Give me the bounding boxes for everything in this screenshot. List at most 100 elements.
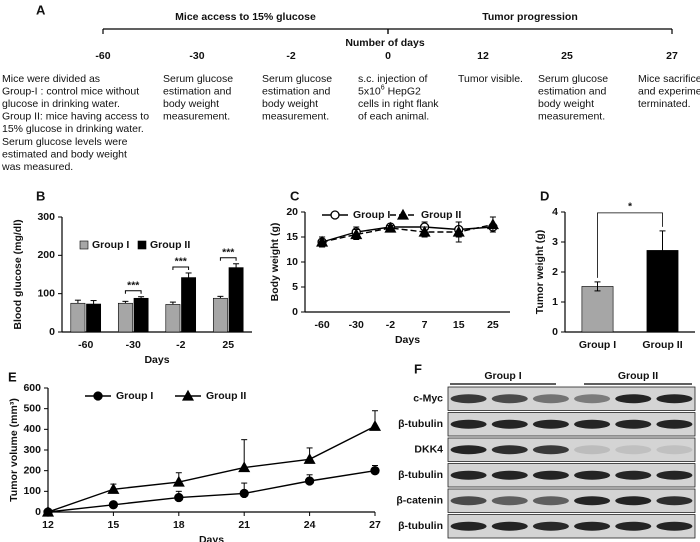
blot-band bbox=[450, 470, 487, 480]
y-tick-label: 200 bbox=[23, 464, 41, 476]
series-line bbox=[321, 223, 494, 243]
y-tick-label: 15 bbox=[286, 231, 298, 243]
row-label: β-tubulin bbox=[398, 520, 443, 532]
y-tick-label: 0 bbox=[552, 326, 558, 338]
legend-label: Group II bbox=[421, 209, 461, 221]
y-tick-label: 100 bbox=[37, 287, 55, 299]
row-label: β-tubulin bbox=[398, 418, 443, 430]
legend-label: Group I bbox=[353, 209, 390, 221]
panel-label: F bbox=[414, 361, 422, 376]
event-text: s.c. injection of bbox=[358, 73, 428, 85]
bar bbox=[212, 297, 228, 333]
x-tick-label: 24 bbox=[304, 519, 316, 531]
event-text: Serum glucose levels were bbox=[2, 136, 128, 148]
significance-bracket bbox=[172, 266, 190, 270]
y-tick-label: 300 bbox=[37, 211, 55, 223]
bar bbox=[70, 302, 86, 333]
marker bbox=[304, 476, 315, 486]
marker bbox=[303, 453, 316, 464]
event-text: 5x106 HepG2 bbox=[358, 85, 421, 97]
bar bbox=[86, 303, 102, 333]
x-tick-label: Group II bbox=[642, 339, 682, 351]
legend-label: Group I bbox=[116, 390, 153, 402]
x-tick-label: Group I bbox=[579, 339, 616, 351]
event-text: body weight bbox=[163, 98, 219, 110]
blot-band bbox=[450, 496, 487, 506]
y-tick-label: 3 bbox=[552, 236, 558, 248]
blot-band bbox=[450, 521, 487, 531]
panel-label: C bbox=[290, 188, 300, 203]
legend-marker bbox=[93, 391, 103, 401]
marker bbox=[370, 466, 380, 476]
event-text: estimated and body weight bbox=[2, 148, 127, 160]
event-text-part: 5x10 bbox=[358, 85, 381, 97]
marker bbox=[368, 419, 382, 431]
y-tick-label: 2 bbox=[552, 266, 558, 278]
significance-bracket bbox=[124, 290, 142, 294]
panel-label: E bbox=[8, 369, 17, 384]
day-label: -30 bbox=[189, 50, 204, 62]
x-tick-label: 15 bbox=[453, 319, 465, 331]
row-label: β-catenin bbox=[396, 495, 443, 507]
x-axis-label: Days bbox=[199, 534, 224, 542]
panel-label: B bbox=[36, 188, 45, 203]
y-axis-label: Tumor volume (mm³) bbox=[8, 398, 20, 502]
series-line bbox=[47, 425, 376, 513]
x-tick-label: -60 bbox=[78, 339, 93, 351]
blot-strip bbox=[447, 463, 696, 488]
y-tick-label: 0 bbox=[35, 506, 41, 518]
series-line bbox=[47, 469, 376, 513]
event-text: 15% glucose in drinking water. bbox=[2, 123, 144, 135]
marker bbox=[350, 228, 363, 240]
blot-band bbox=[491, 394, 528, 404]
bar bbox=[228, 267, 244, 333]
x-tick-label: -2 bbox=[176, 339, 185, 351]
day-label: 0 bbox=[385, 50, 391, 62]
legend-marker bbox=[396, 208, 410, 220]
event-text: estimation and bbox=[262, 85, 330, 97]
day-label: 12 bbox=[477, 50, 489, 62]
event-text: of each animal. bbox=[358, 111, 429, 123]
panel-label: A bbox=[36, 2, 46, 17]
bar bbox=[133, 297, 149, 333]
day-label: 27 bbox=[666, 50, 678, 62]
blot-band bbox=[532, 521, 569, 531]
y-tick-label: 10 bbox=[286, 256, 298, 268]
y-tick-label: 100 bbox=[23, 485, 41, 497]
marker bbox=[384, 221, 397, 233]
blot-band bbox=[656, 470, 693, 480]
blot-band bbox=[532, 496, 569, 506]
blot-band bbox=[491, 496, 528, 506]
blot-band bbox=[574, 521, 611, 531]
blot-band bbox=[656, 445, 693, 455]
bar bbox=[581, 286, 614, 333]
day-label: -2 bbox=[286, 50, 295, 62]
marker bbox=[107, 483, 120, 494]
event-text: body weight bbox=[538, 98, 594, 110]
axis-title: Number of days bbox=[345, 37, 425, 49]
event-text: Serum glucose bbox=[262, 73, 332, 85]
blot-band bbox=[532, 470, 569, 480]
group-label: Group II bbox=[618, 370, 658, 382]
blot-band bbox=[615, 521, 652, 531]
phase-title: Tumor progression bbox=[482, 11, 577, 23]
event-text: estimation and bbox=[163, 85, 231, 97]
blot-band bbox=[491, 521, 528, 531]
event-text: terminated. bbox=[638, 98, 691, 110]
blot-band bbox=[656, 496, 693, 506]
y-tick-label: 400 bbox=[23, 423, 41, 435]
x-tick-label: -60 bbox=[314, 319, 329, 331]
event-text: Mice sacrificed bbox=[638, 73, 700, 85]
legend-label: Group I bbox=[92, 239, 129, 251]
blot-band bbox=[574, 445, 611, 455]
blot-strip bbox=[447, 437, 696, 462]
event-text: was measured. bbox=[1, 161, 73, 173]
panel-label: D bbox=[540, 188, 549, 203]
blot-band bbox=[615, 496, 652, 506]
blot-band bbox=[656, 419, 693, 429]
blot-strip bbox=[447, 488, 696, 513]
y-tick-label: 1 bbox=[552, 296, 558, 308]
legend-marker bbox=[181, 389, 195, 401]
marker bbox=[108, 500, 119, 510]
event-text: Tumor visible. bbox=[458, 73, 523, 85]
